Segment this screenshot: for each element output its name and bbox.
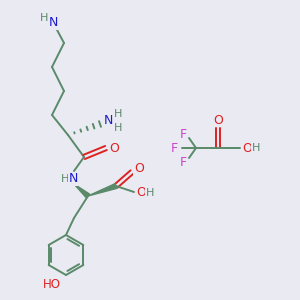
Polygon shape (88, 184, 117, 196)
Text: O: O (213, 113, 223, 127)
Text: N: N (48, 16, 58, 29)
Text: O: O (136, 187, 146, 200)
Text: H: H (252, 143, 260, 153)
Text: O: O (109, 142, 119, 154)
Text: O: O (134, 163, 144, 176)
Text: H: H (40, 13, 48, 23)
Text: F: F (179, 155, 187, 169)
Text: HO: HO (43, 278, 61, 290)
Text: F: F (170, 142, 178, 154)
Text: H: H (114, 123, 122, 133)
Text: H: H (114, 109, 122, 119)
Text: H: H (146, 188, 154, 198)
Text: F: F (179, 128, 187, 140)
Text: N: N (103, 115, 113, 128)
Text: N: N (68, 172, 78, 185)
Text: H: H (61, 174, 69, 184)
Polygon shape (74, 184, 90, 198)
Text: O: O (242, 142, 252, 154)
